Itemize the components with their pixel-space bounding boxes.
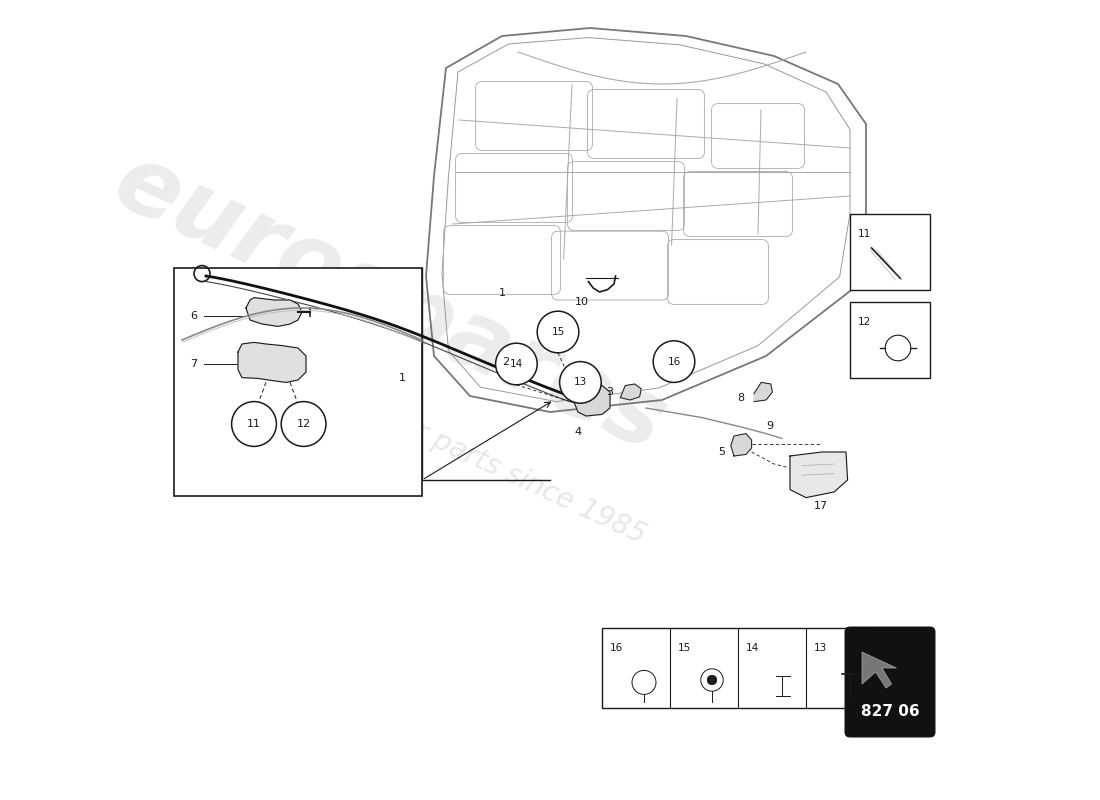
Text: 1: 1 xyxy=(399,373,406,382)
Polygon shape xyxy=(730,434,751,456)
Bar xyxy=(602,628,874,708)
Polygon shape xyxy=(620,384,641,400)
Polygon shape xyxy=(754,382,772,402)
Circle shape xyxy=(707,675,717,685)
Polygon shape xyxy=(790,452,848,498)
FancyBboxPatch shape xyxy=(845,627,935,737)
Text: 17: 17 xyxy=(813,501,827,510)
Polygon shape xyxy=(238,342,306,382)
Text: 10: 10 xyxy=(575,298,589,307)
Text: 7: 7 xyxy=(190,359,198,369)
Text: 6: 6 xyxy=(190,311,198,321)
Circle shape xyxy=(653,341,695,382)
Polygon shape xyxy=(246,298,302,326)
Text: 827 06: 827 06 xyxy=(860,705,920,719)
Text: 14: 14 xyxy=(746,643,759,653)
Circle shape xyxy=(496,343,537,385)
Text: 9: 9 xyxy=(767,421,773,430)
Text: a passion for parts since 1985: a passion for parts since 1985 xyxy=(257,346,650,550)
Text: 4: 4 xyxy=(574,427,582,437)
Bar xyxy=(850,302,930,378)
Text: 13: 13 xyxy=(813,643,826,653)
Circle shape xyxy=(232,402,276,446)
Text: 1: 1 xyxy=(498,288,506,298)
Text: 16: 16 xyxy=(609,643,623,653)
Text: 11: 11 xyxy=(248,419,261,429)
Text: eurospares: eurospares xyxy=(100,136,680,472)
Text: 12: 12 xyxy=(297,419,310,429)
Text: 13: 13 xyxy=(574,378,587,387)
Bar xyxy=(174,268,422,496)
Text: 3: 3 xyxy=(606,387,614,397)
Text: 5: 5 xyxy=(718,447,726,457)
Circle shape xyxy=(560,362,602,403)
Text: 2: 2 xyxy=(503,357,509,366)
Text: 11: 11 xyxy=(858,230,871,239)
Polygon shape xyxy=(570,382,611,416)
Text: 15: 15 xyxy=(551,327,564,337)
Bar xyxy=(850,214,930,290)
Text: 8: 8 xyxy=(737,394,744,403)
Text: 15: 15 xyxy=(678,643,691,653)
Circle shape xyxy=(282,402,326,446)
Circle shape xyxy=(537,311,579,353)
Text: 16: 16 xyxy=(668,357,681,366)
Text: 14: 14 xyxy=(509,359,522,369)
Polygon shape xyxy=(862,652,896,688)
Text: 12: 12 xyxy=(858,318,871,327)
